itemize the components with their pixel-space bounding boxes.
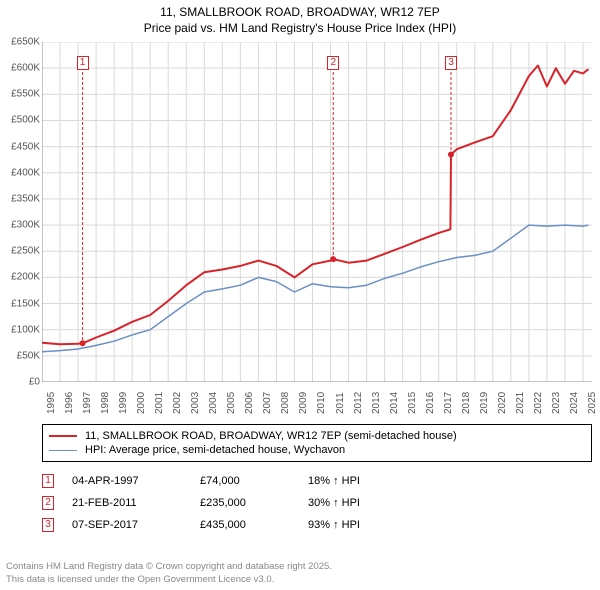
legend-row: HPI: Average price, semi-detached house,… [49,443,585,457]
title-line-1: 11, SMALLBROOK ROAD, BROADWAY, WR12 7EP [0,4,600,20]
x-tick-label: 2015 [407,392,418,414]
x-tick-label: 2008 [280,392,291,414]
transaction-date: 07-SEP-2017 [72,519,182,531]
y-tick-label: £300K [2,220,40,231]
transaction-price: £235,000 [200,497,290,509]
transaction-hpi: 30% ↑ HPI [308,497,428,509]
transaction-row: 3 07-SEP-2017 £435,000 93% ↑ HPI [42,514,592,536]
y-tick-label: £650K [2,37,40,48]
x-tick-label: 2010 [316,392,327,414]
x-tick-label: 2017 [443,392,454,414]
x-tick-label: 2004 [208,392,219,414]
y-tick-label: £450K [2,141,40,152]
legend-swatch [49,450,77,451]
chart-marker-box: 2 [327,56,339,70]
y-tick-label: £500K [2,115,40,126]
legend-row: 11, SMALLBROOK ROAD, BROADWAY, WR12 7EP … [49,429,585,443]
y-tick-label: £250K [2,246,40,257]
x-tick-label: 2013 [371,392,382,414]
chart-marker-box: 3 [445,56,457,70]
transaction-price: £435,000 [200,519,290,531]
legend-swatch [49,435,77,437]
x-tick-label: 2001 [154,392,165,414]
x-tick-label: 2024 [569,392,580,414]
x-tick-label: 2000 [136,392,147,414]
transaction-date: 21-FEB-2011 [72,497,182,509]
title-block: 11, SMALLBROOK ROAD, BROADWAY, WR12 7EP … [0,0,600,36]
chart-svg [42,42,592,382]
x-tick-label: 2012 [353,392,364,414]
x-tick-label: 2014 [389,392,400,414]
y-tick-label: £550K [2,89,40,100]
transaction-hpi: 18% ↑ HPI [308,475,428,487]
legend-label: HPI: Average price, semi-detached house,… [85,444,345,456]
footer-line-1: Contains HM Land Registry data © Crown c… [6,561,332,573]
legend-label: 11, SMALLBROOK ROAD, BROADWAY, WR12 7EP … [85,430,457,442]
x-tick-label: 2022 [533,392,544,414]
transaction-price: £74,000 [200,475,290,487]
transaction-marker: 1 [42,474,54,488]
y-tick-label: £0 [2,377,40,388]
chart-container: 11, SMALLBROOK ROAD, BROADWAY, WR12 7EP … [0,0,600,590]
x-tick-label: 2025 [587,392,598,414]
y-tick-label: £350K [2,193,40,204]
x-tick-label: 1995 [46,392,57,414]
x-tick-label: 2006 [244,392,255,414]
x-tick-label: 1996 [64,392,75,414]
x-tick-label: 2002 [172,392,183,414]
x-tick-label: 2011 [335,392,346,414]
transaction-marker: 3 [42,518,54,532]
x-tick-label: 2003 [190,392,201,414]
x-tick-label: 1998 [100,392,111,414]
y-tick-label: £400K [2,167,40,178]
chart-area [42,42,592,382]
x-tick-label: 2005 [226,392,237,414]
y-tick-label: £100K [2,324,40,335]
x-tick-label: 2009 [298,392,309,414]
x-tick-label: 2020 [497,392,508,414]
y-tick-label: £50K [2,350,40,361]
transaction-marker: 2 [42,496,54,510]
y-tick-label: £150K [2,298,40,309]
x-tick-label: 1999 [118,392,129,414]
title-line-2: Price paid vs. HM Land Registry's House … [0,20,600,36]
transaction-row: 2 21-FEB-2011 £235,000 30% ↑ HPI [42,492,592,514]
x-tick-label: 2019 [479,392,490,414]
x-tick-label: 2016 [425,392,436,414]
transactions-table: 1 04-APR-1997 £74,000 18% ↑ HPI 2 21-FEB… [42,470,592,536]
x-tick-label: 2023 [551,392,562,414]
legend-box: 11, SMALLBROOK ROAD, BROADWAY, WR12 7EP … [42,424,592,462]
y-tick-label: £600K [2,63,40,74]
footer: Contains HM Land Registry data © Crown c… [6,561,332,586]
x-tick-label: 2007 [262,392,273,414]
x-tick-label: 1997 [82,392,93,414]
footer-line-2: This data is licensed under the Open Gov… [6,574,332,586]
x-tick-label: 2018 [461,392,472,414]
chart-marker-box: 1 [77,56,89,70]
transaction-hpi: 93% ↑ HPI [308,519,428,531]
transaction-date: 04-APR-1997 [72,475,182,487]
x-tick-label: 2021 [515,392,526,414]
y-tick-label: £200K [2,272,40,283]
transaction-row: 1 04-APR-1997 £74,000 18% ↑ HPI [42,470,592,492]
